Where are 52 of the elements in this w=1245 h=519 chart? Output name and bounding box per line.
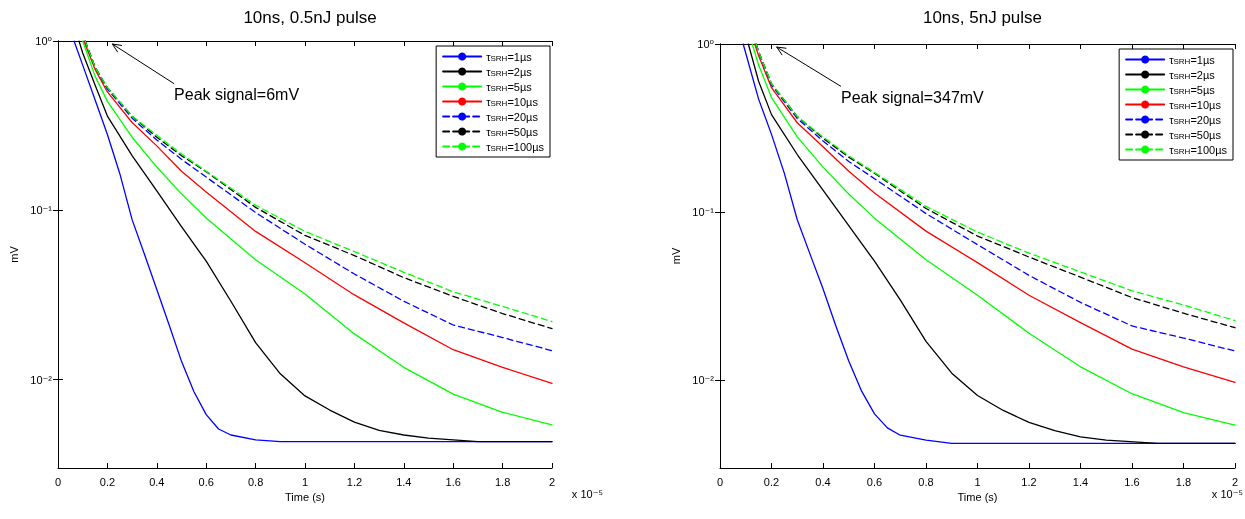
x-tick-label: 1.2: [1021, 475, 1037, 488]
y-axis-title: mV: [7, 245, 20, 263]
legend-label: τSRH=1µs: [1169, 53, 1216, 66]
y-tick-label: 10⁰: [697, 38, 715, 50]
y-tick-label: 10⁻¹: [30, 204, 53, 217]
x-tick-label: 1.6: [1124, 475, 1140, 488]
x-tick-label: 0.4: [815, 475, 831, 488]
annotation: Peak signal=6mV: [174, 86, 300, 104]
y-axis-title: mV: [669, 247, 682, 265]
x-tick-label: 1.2: [346, 475, 363, 488]
x-tick-label: 1: [301, 475, 309, 488]
x-tick-label: 0.6: [198, 475, 214, 488]
x-tick-label: 0.2: [99, 475, 116, 488]
legend-label: τSRH=1µs: [486, 50, 533, 63]
x-tick-label: 1: [974, 475, 981, 488]
legend-label: τSRH=50µs: [486, 125, 539, 138]
x-tick-label: 2: [548, 475, 556, 488]
x-tick-label: 1.4: [396, 475, 412, 488]
legend-label: τSRH=2µs: [1169, 68, 1216, 81]
legend-label: τSRH=20µs: [486, 110, 539, 123]
chart-title: 10ns, 5nJ pulse: [922, 8, 1043, 27]
x-tick-label: 0: [716, 475, 724, 488]
chart-title: 10ns, 0.5nJ pulse: [243, 8, 377, 27]
x-tick-label: 0.2: [763, 475, 780, 488]
x-axis-title: Time (s): [285, 491, 325, 504]
x-tick-label: 1.4: [1072, 475, 1089, 488]
legend-label: τSRH=10µs: [1169, 98, 1222, 111]
y-tick-label: 10⁻²: [692, 374, 715, 387]
x-tick-label: 0.8: [247, 475, 264, 488]
x-tick-label: 0.4: [149, 475, 165, 488]
x-tick-label: 1.8: [494, 475, 511, 488]
x-tick-label: 0: [54, 475, 62, 488]
legend-label: τSRH=100µs: [486, 140, 545, 153]
x-axis-title: Time (s): [957, 491, 998, 504]
legend-label: τSRH=20µs: [1169, 113, 1222, 126]
annotation: Peak signal=347mV: [841, 88, 985, 106]
x-tick-label: 1.6: [445, 475, 461, 488]
y-tick-label: 10⁻¹: [692, 206, 715, 219]
x-tick-label: 0.6: [866, 475, 883, 488]
legend-label: τSRH=50µs: [1169, 128, 1222, 141]
text: x 10⁻⁵: [571, 487, 604, 500]
y-tick-label: 10⁻²: [30, 373, 53, 386]
legend-label: τSRH=2µs: [486, 65, 533, 78]
legend-label: τSRH=5µs: [486, 80, 533, 93]
y-tick-label: 10⁰: [35, 35, 53, 47]
legend-label: τSRH=10µs: [486, 95, 539, 108]
text: x 10⁻⁵: [1211, 487, 1244, 500]
legend-label: τSRH=100µs: [1169, 143, 1228, 156]
x-tick-label: 0.8: [918, 475, 934, 488]
x-tick-label: 2: [1231, 475, 1239, 488]
x-tick-label: 1.8: [1175, 475, 1192, 488]
legend-label: τSRH=5µs: [1169, 83, 1216, 96]
